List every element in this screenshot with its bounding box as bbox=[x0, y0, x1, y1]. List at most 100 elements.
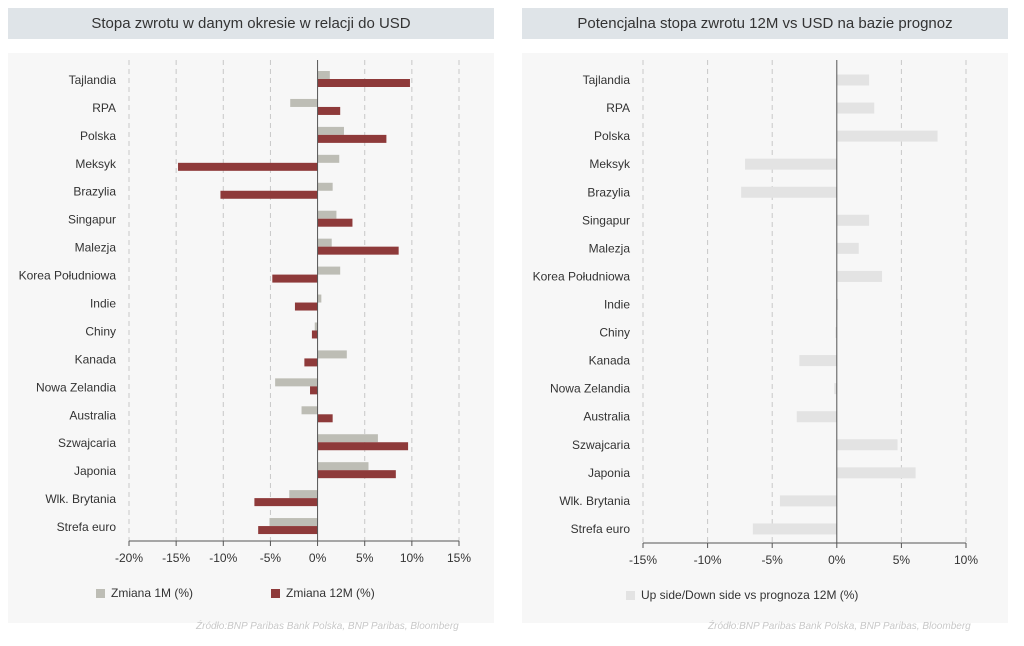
category-label: Indie bbox=[604, 298, 630, 312]
category-label: Polska bbox=[80, 129, 116, 143]
right-chart-panel: Potencjalna stopa zwrotu 12M vs USD na b… bbox=[522, 8, 1008, 638]
x-tick-label: 10% bbox=[400, 551, 424, 565]
left-plot-area bbox=[8, 53, 494, 623]
bar-korea-poludniowa-12m bbox=[272, 274, 318, 283]
bar-chiny-12m bbox=[311, 330, 318, 339]
bar-wlk-brytania-12m bbox=[254, 498, 318, 507]
x-tick-label: -5% bbox=[260, 551, 282, 565]
bar-tajlandia-updown bbox=[836, 74, 870, 86]
bar-polska-12m bbox=[317, 134, 387, 143]
bar-kanada-1m bbox=[317, 350, 347, 359]
bar-indie-1m bbox=[317, 294, 322, 303]
category-label: Tajlandia bbox=[583, 73, 631, 87]
bar-kanada-updown bbox=[799, 355, 837, 367]
bar-korea-poludniowa-1m bbox=[317, 266, 341, 275]
category-label: RPA bbox=[92, 101, 116, 115]
bar-rpa-updown bbox=[836, 102, 875, 114]
bar-meksyk-12m bbox=[178, 162, 318, 171]
category-label: Wlk. Brytania bbox=[45, 492, 116, 506]
bar-japonia-12m bbox=[317, 470, 396, 479]
bar-nowa-zelandia-updown bbox=[834, 383, 837, 395]
bar-malezja-1m bbox=[317, 238, 332, 247]
category-label: Strefa euro bbox=[57, 520, 117, 534]
left-source-note: Źródło:BNP Paribas Bank Polska, BNP Pari… bbox=[196, 621, 459, 632]
category-label: Chiny bbox=[599, 326, 630, 340]
bar-szwajcaria-1m bbox=[317, 434, 378, 443]
bar-indie-12m bbox=[294, 302, 318, 311]
category-label: Meksyk bbox=[75, 157, 117, 171]
bar-rpa-1m bbox=[290, 98, 318, 107]
category-label: Korea Południowa bbox=[19, 269, 117, 283]
x-tick-label: -15% bbox=[629, 553, 657, 567]
bar-tajlandia-1m bbox=[317, 71, 330, 79]
category-label: Nowa Zelandia bbox=[36, 380, 116, 394]
left-chart-panel: Stopa zwrotu w danym okresie w relacji d… bbox=[8, 8, 494, 638]
bar-japonia-1m bbox=[317, 462, 369, 471]
bar-wlk-brytania-updown bbox=[779, 495, 837, 507]
x-tick-label: 10% bbox=[954, 553, 978, 567]
bar-brazylia-12m bbox=[220, 190, 318, 199]
category-label: Korea Południowa bbox=[533, 269, 631, 283]
bar-chiny-updown bbox=[835, 327, 837, 339]
bar-meksyk-updown bbox=[745, 158, 837, 170]
category-label: Kanada bbox=[589, 354, 631, 368]
bar-szwajcaria-12m bbox=[317, 442, 409, 451]
category-label: Polska bbox=[594, 129, 630, 143]
bar-singapur-1m bbox=[317, 210, 337, 219]
bar-szwajcaria-updown bbox=[836, 439, 898, 451]
category-label: Chiny bbox=[85, 324, 116, 338]
bar-strefa-euro-1m bbox=[269, 518, 318, 527]
category-label: Malezja bbox=[589, 241, 631, 255]
bar-polska-updown bbox=[836, 130, 938, 142]
x-tick-label: -15% bbox=[162, 551, 190, 565]
bar-strefa-euro-12m bbox=[258, 526, 318, 535]
bar-tajlandia-12m bbox=[317, 79, 410, 87]
category-label: Singapur bbox=[582, 213, 630, 227]
legend-label: Up side/Down side vs prognoza 12M (%) bbox=[641, 588, 858, 602]
legend-label: Zmiana 12M (%) bbox=[286, 586, 375, 600]
bar-nowa-zelandia-12m bbox=[310, 386, 318, 395]
legend-label: Zmiana 1M (%) bbox=[111, 586, 193, 600]
bar-japonia-updown bbox=[836, 467, 916, 479]
bar-australia-12m bbox=[317, 414, 333, 423]
bar-australia-1m bbox=[301, 406, 318, 415]
bar-australia-updown bbox=[796, 411, 837, 423]
bar-rpa-12m bbox=[317, 106, 341, 115]
bar-singapur-updown bbox=[836, 214, 870, 226]
category-label: Kanada bbox=[75, 352, 117, 366]
bar-kanada-12m bbox=[304, 358, 318, 367]
bar-korea-poludniowa-updown bbox=[836, 270, 883, 282]
bar-nowa-zelandia-1m bbox=[275, 378, 318, 387]
category-label: Brazylia bbox=[73, 185, 116, 199]
bar-chiny-1m bbox=[314, 322, 318, 331]
category-label: Singapur bbox=[68, 213, 116, 227]
x-tick-label: -10% bbox=[694, 553, 722, 567]
bar-strefa-euro-updown bbox=[752, 523, 837, 535]
bar-malezja-updown bbox=[836, 242, 859, 254]
x-tick-label: -5% bbox=[762, 553, 784, 567]
category-label: Australia bbox=[583, 410, 630, 424]
right-bar-chart: -15% -10% -5% 0% 5% 10% Tajlandia RPA Polska Meks… bbox=[533, 60, 978, 602]
category-label: Szwajcaria bbox=[572, 438, 630, 452]
bar-brazylia-updown bbox=[741, 186, 837, 198]
x-tick-label: -20% bbox=[115, 551, 143, 565]
bar-brazylia-1m bbox=[317, 182, 333, 191]
bar-singapur-12m bbox=[317, 218, 353, 227]
bar-wlk-brytania-1m bbox=[289, 490, 318, 499]
bar-indie-updown bbox=[836, 298, 839, 310]
category-label: Nowa Zelandia bbox=[550, 382, 630, 396]
x-tick-label: 0% bbox=[828, 553, 846, 567]
category-label: Australia bbox=[69, 408, 116, 422]
category-label: Tajlandia bbox=[69, 73, 117, 87]
legend-swatch bbox=[626, 591, 635, 600]
legend-swatch bbox=[96, 589, 105, 598]
category-label: Wlk. Brytania bbox=[559, 494, 630, 508]
x-tick-label: 5% bbox=[356, 551, 374, 565]
category-label: Szwajcaria bbox=[58, 436, 116, 450]
category-label: Japonia bbox=[588, 466, 630, 480]
category-label: Strefa euro bbox=[571, 522, 631, 536]
category-label: Brazylia bbox=[587, 185, 630, 199]
category-label: Indie bbox=[90, 297, 116, 311]
left-bar-chart: -20% -15% -10% -5% 0% 5% 10% 15% Tajlandia RPA Pol… bbox=[19, 60, 471, 600]
category-label: Meksyk bbox=[589, 157, 631, 171]
